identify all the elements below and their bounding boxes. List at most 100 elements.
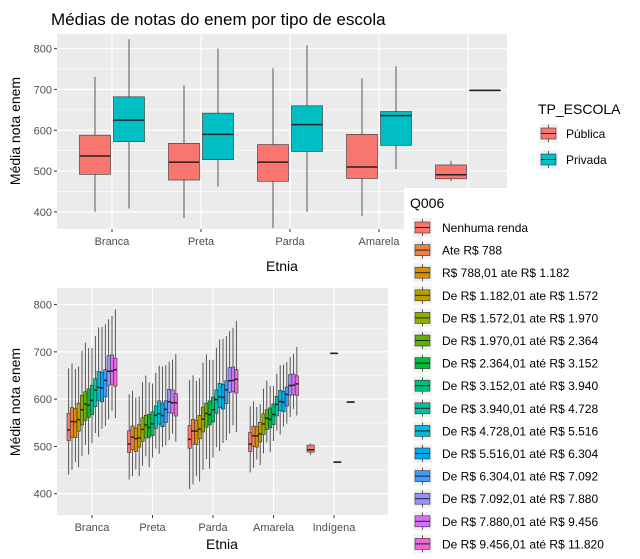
income-box xyxy=(224,336,229,441)
box-iqr xyxy=(103,369,108,398)
box-iqr xyxy=(194,419,199,445)
income-box xyxy=(248,406,253,473)
legend-label: De R$ 2.364,01 até R$ 3.152 xyxy=(442,357,598,371)
y-tick-label: 800 xyxy=(34,300,52,312)
y-tick-label: 700 xyxy=(34,347,52,359)
income-box xyxy=(90,348,94,444)
box-iqr xyxy=(79,134,111,175)
legend-label: De R$ 7.092,01 até R$ 7.880 xyxy=(442,492,598,506)
y-tick-label: 600 xyxy=(34,394,52,406)
legend-label: De R$ 1.572,01 ate R$ 1.970 xyxy=(442,311,598,325)
income-box xyxy=(234,321,239,433)
top-chart-title: Médias de notas do enem por tipo de esco… xyxy=(51,10,386,29)
top-legend-title: TP_ESCOLA xyxy=(538,101,621,117)
box-iqr xyxy=(106,355,111,386)
legend-label: De R$ 7.880,01 até R$ 9.456 xyxy=(442,515,598,529)
box-pública xyxy=(79,76,111,212)
box-iqr xyxy=(110,354,114,385)
box-iqr xyxy=(204,402,209,428)
income-box xyxy=(170,359,175,434)
box-iqr xyxy=(113,357,118,387)
income-box xyxy=(100,326,104,429)
income-box xyxy=(201,362,205,470)
x-tick-label: Parda xyxy=(198,522,228,534)
box-pública xyxy=(257,68,289,229)
income-box xyxy=(130,390,135,477)
bottom-y-axis: 400 500 600 700 800 xyxy=(34,300,57,501)
income-box xyxy=(214,347,219,448)
income-box xyxy=(291,353,296,409)
income-box xyxy=(113,309,118,418)
legend-label: De R$ 3.940,01 até R$ 4.728 xyxy=(442,402,598,416)
box-privada xyxy=(202,48,234,187)
box-iqr xyxy=(137,424,142,448)
legend-label: De R$ 1.182,01 ate R$ 1.572 xyxy=(442,289,598,303)
y-tick-label: 700 xyxy=(34,84,52,96)
box-iqr xyxy=(143,414,148,439)
box-iqr xyxy=(170,389,175,414)
income-box xyxy=(163,365,168,446)
bottom-legend-title: Q006 xyxy=(410,195,444,211)
income-box xyxy=(137,396,142,477)
bottom-legend-background xyxy=(404,188,640,559)
bottom-boxes xyxy=(66,309,355,489)
bottom-y-axis-title: Média nota enem xyxy=(7,348,23,456)
box-iqr xyxy=(70,407,74,438)
box-iqr xyxy=(294,375,299,396)
box-iqr xyxy=(217,383,222,409)
income-box xyxy=(150,383,155,458)
income-box xyxy=(207,359,212,469)
x-tick-label: Indígena xyxy=(313,522,357,534)
top-legend-items: Pública Privada xyxy=(539,124,607,169)
income-box xyxy=(211,359,215,458)
income-box xyxy=(231,327,235,426)
income-box xyxy=(160,366,165,448)
y-tick-label: 600 xyxy=(34,125,52,137)
income-box xyxy=(288,357,293,417)
x-tick-label: Parda xyxy=(275,236,305,248)
box-pública xyxy=(168,85,200,218)
income-box xyxy=(157,365,162,454)
x-tick-label: Branca xyxy=(95,236,131,248)
y-tick-label: 800 xyxy=(34,44,52,56)
legend-label: R$ 788,01 ate R$ 1.182 xyxy=(442,266,570,280)
box-iqr xyxy=(100,372,104,403)
income-box xyxy=(333,461,342,463)
bottom-x-axis: Branca Preta Parda Amarela Indígena xyxy=(75,515,357,534)
box-iqr xyxy=(207,400,212,426)
income-box xyxy=(294,347,299,416)
income-box xyxy=(143,375,148,457)
box-privada xyxy=(380,66,412,170)
box-iqr xyxy=(187,425,192,449)
box-pública xyxy=(435,160,467,182)
box-iqr xyxy=(214,389,219,414)
box-iqr xyxy=(157,400,162,425)
box-iqr xyxy=(86,388,91,418)
top-y-axis-title: Média nota enem xyxy=(7,77,23,185)
income-box xyxy=(83,342,88,445)
box-iqr xyxy=(264,409,269,430)
income-box xyxy=(221,338,225,444)
box-iqr xyxy=(153,405,158,429)
x-tick-label: Amarela xyxy=(253,522,295,534)
box-iqr xyxy=(127,430,132,453)
box-iqr xyxy=(248,432,253,452)
x-tick-label: Amarela xyxy=(359,236,401,248)
box-iqr xyxy=(291,373,296,395)
box-iqr xyxy=(96,371,101,401)
legend-label: Pública xyxy=(566,127,606,141)
income-box xyxy=(261,388,266,454)
income-box xyxy=(346,401,355,403)
box-iqr xyxy=(435,164,467,180)
legend-label: De R$ 3.152,01 até R$ 3.940 xyxy=(442,379,598,393)
box-iqr xyxy=(93,378,98,407)
y-tick-label: 500 xyxy=(34,166,52,178)
legend-label: De R$ 6.304,01 até R$ 7.092 xyxy=(442,470,598,484)
box-iqr xyxy=(202,112,234,160)
box-iqr xyxy=(227,367,232,393)
income-box xyxy=(96,327,101,437)
box-iqr xyxy=(83,391,88,421)
x-tick-label: Preta xyxy=(139,522,166,534)
income-box xyxy=(258,404,263,465)
